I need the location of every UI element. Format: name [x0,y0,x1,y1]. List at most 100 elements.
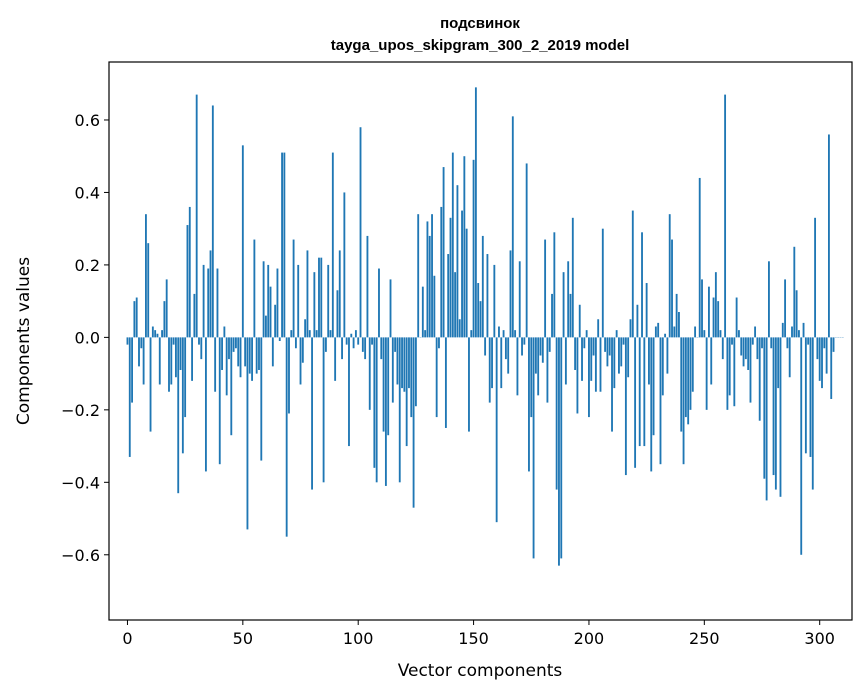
bar-20 [172,337,175,345]
bar-42 [223,326,226,338]
bar-54 [251,337,253,381]
bar-2 [131,337,133,403]
x-axis-label: Vector components [398,661,563,681]
bar-267 [742,337,745,367]
bar-194 [574,337,577,370]
bar-306 [832,337,835,352]
bar-150 [472,159,475,338]
bar-52 [246,337,249,530]
bar-177 [534,337,537,374]
bar-175 [530,337,533,418]
bar-122 [408,337,410,389]
bar-116 [394,337,397,352]
bar-158 [491,337,493,389]
bar-266 [740,337,743,356]
bar-117 [396,337,399,385]
bar-169 [516,337,519,396]
bar-218 [629,319,632,338]
bar-254 [712,297,715,338]
x-tick-label: 150 [458,629,489,648]
bar-59 [262,261,265,338]
bar-176 [532,337,535,559]
bar-299 [816,337,819,360]
bar-68 [283,152,286,338]
bar-188 [560,337,563,559]
bar-77 [304,319,307,338]
bar-56 [255,337,258,374]
bar-204 [597,319,600,338]
y-axis-label: Components values [14,257,34,425]
bar-263 [733,337,736,407]
bar-243 [687,337,690,425]
bar-301 [821,337,823,389]
bar-240 [680,337,683,432]
bar-26 [186,225,189,338]
bar-256 [717,301,720,338]
bars-group [126,87,844,566]
bar-76 [301,337,304,363]
bar-64 [274,304,277,338]
bar-292 [800,337,803,555]
bar-271 [751,337,754,345]
bar-220 [634,337,637,468]
bar-128 [421,286,424,338]
bar-195 [576,337,579,414]
bar-106 [371,337,373,345]
bar-231 [659,337,662,465]
bar-303 [825,337,828,374]
bar-48 [237,337,240,367]
bar-157 [488,337,491,403]
bar-238 [675,293,678,338]
bar-147 [465,228,468,338]
bar-13 [156,333,159,338]
bar-129 [424,330,427,338]
bar-304 [828,134,830,338]
bar-140 [449,217,452,338]
bar-108 [375,337,378,483]
bar-109 [378,268,380,338]
bar-125 [414,337,417,407]
bar-81 [313,272,316,338]
bar-192 [569,293,572,338]
bar-284 [781,322,784,338]
bar-233 [664,333,667,338]
bar-104 [366,235,369,338]
bar-84 [320,257,323,338]
y-tick-label: −0.4 [61,473,100,492]
bar-245 [691,337,694,392]
bar-287 [788,337,791,378]
bar-286 [786,337,789,349]
bar-154 [481,235,484,338]
bar-82 [315,330,318,338]
bar-205 [599,337,602,392]
bar-149 [470,330,473,338]
bar-217 [627,337,630,378]
bar-31 [198,337,200,345]
bar-63 [271,337,274,367]
bar-16 [163,301,166,338]
bar-197 [581,337,583,381]
bar-21 [174,337,177,378]
bar-253 [710,337,713,385]
bar-142 [454,272,457,338]
bar-297 [811,337,814,490]
bar-283 [779,337,782,497]
bar-94 [343,192,346,338]
bar-105 [368,337,371,410]
bar-227 [650,337,653,472]
bar-280 [772,337,775,476]
bar-60 [264,315,267,338]
bar-213 [618,337,620,374]
bar-113 [387,337,390,436]
bar-100 [357,337,360,345]
bar-9 [147,243,150,338]
bar-273 [756,337,759,360]
bar-235 [668,214,671,338]
bar-237 [673,326,676,338]
bar-74 [297,264,300,338]
bar-47 [234,337,237,349]
bar-17 [165,279,168,338]
bar-180 [541,337,544,363]
bar-249 [701,279,703,338]
